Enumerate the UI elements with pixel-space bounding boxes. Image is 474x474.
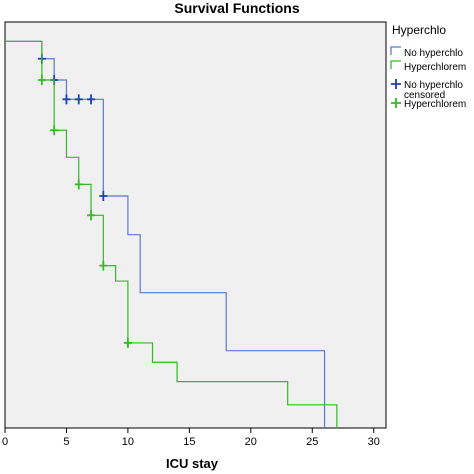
censor-mark-1-0 — [37, 75, 46, 85]
censor-mark-0-3 — [74, 94, 83, 105]
legend-marker-swatch-3 — [391, 98, 401, 108]
legend-line-swatch-1 — [390, 60, 401, 69]
plot-area — [4, 21, 387, 429]
x-tick-label-0: 0 — [2, 436, 8, 448]
x-tick-label-3: 15 — [183, 436, 195, 448]
censor-mark-0-5 — [99, 191, 108, 201]
censor-mark-1-1 — [50, 125, 59, 136]
legend-marker-swatch-2 — [391, 79, 401, 89]
censor-mark-1-3 — [87, 210, 96, 221]
legend-label-1: Hyperchlorem — [404, 62, 466, 73]
censor-mark-0-4 — [87, 94, 96, 105]
censor-mark-1-4 — [99, 260, 108, 271]
legend-line-swatch-0 — [390, 46, 401, 55]
x-tick-label-5: 25 — [306, 436, 318, 448]
legend-label-3: Hyperchlorem — [404, 99, 466, 110]
x-tick-label-2: 10 — [122, 436, 134, 448]
x-tick-label-6: 30 — [368, 436, 380, 448]
legend-title: Hyperchlo — [392, 23, 446, 37]
x-tick-label-1: 5 — [63, 436, 69, 448]
legend-label-2-cont: censored — [404, 90, 445, 101]
legend: Hyperchlo No hyperchlo Hyperchlorem No hype… — [390, 23, 466, 110]
series-layer — [5, 40, 338, 428]
legend-label-2: No hyperchlo — [404, 80, 463, 91]
x-tick-label-4: 20 — [245, 436, 257, 448]
x-axis: 0 5 10 15 20 25 30 — [2, 428, 380, 448]
censor-mark-0-2 — [62, 94, 71, 105]
x-axis-title: ICU stay — [166, 456, 219, 471]
censor-mark-1-5 — [123, 337, 132, 348]
censor-mark-1-2 — [74, 179, 83, 190]
chart-title: Survival Functions — [174, 0, 299, 16]
legend-label-0: No hyperchlo — [404, 48, 463, 59]
